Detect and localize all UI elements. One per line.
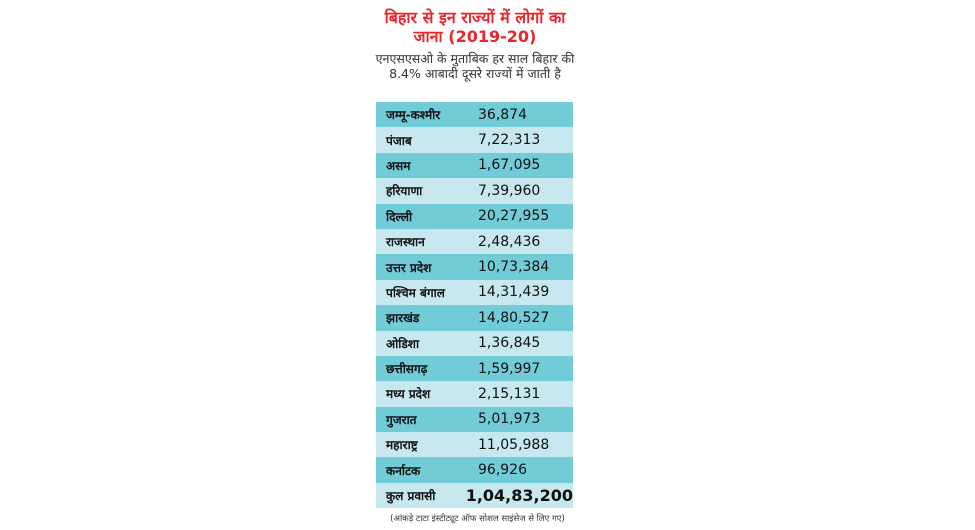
migrant-count: 96,926 [478,462,527,479]
state-name: पश्चिम बंगाल [386,285,445,300]
table-row: जम्मू-कश्मीर 36,874 [376,102,573,128]
state-name: पंजाब [386,133,412,148]
state-name: गुजरात [386,412,417,427]
table-row: छत्तीसगढ़ 1,59,997 [376,355,573,382]
table-row: दिल्ली 20,27,955 [376,203,573,229]
state-name: कुल प्रवासी [386,489,436,504]
table-row: मध्य प्रदेश 2,15,131 [376,381,573,407]
subtitle-line-1: एनएसएसओ के मुताबिक हर साल बिहार की [375,51,575,66]
state-name: ओडिशा [386,336,420,351]
migrant-count: 1,36,845 [478,335,541,352]
migrant-count: 1,59,997 [478,360,541,377]
state-name: उत्तर प्रदेश [386,260,432,275]
table-row: महाराष्ट्र 11,05,988 [376,432,573,458]
migrant-count: 1,67,095 [478,157,541,174]
migrant-count: 11,05,988 [478,436,550,453]
state-name: हरियाणा [386,184,423,199]
state-name: मध्य प्रदेश [386,387,431,402]
migrant-count: 2,48,436 [478,233,541,250]
table-row: पश्चिम बंगाल 14,31,439 [376,279,573,306]
migrant-count: 20,27,955 [478,208,550,225]
migrant-count: 1,04,83,200 [465,486,573,506]
migrant-count: 36,874 [478,106,527,123]
total-row: कुल प्रवासी 1,04,83,200 [376,482,573,509]
state-name: झारखंड [386,311,420,326]
state-name: राजस्थान [386,235,425,250]
migrant-count: 5,01,973 [478,411,541,428]
table-row: गुजरात 5,01,973 [376,406,573,433]
table-row: ओडिशा 1,36,845 [376,330,573,356]
state-name: कर्नाटक [386,463,421,478]
table-row: पंजाब 7,22,313 [376,127,573,153]
state-name: जम्मू-कश्मीर [386,108,441,123]
page-title: बिहार से इन राज्यों में लोगों का जाना (2… [355,8,595,46]
subtitle: एनएसएसओ के मुताबिक हर साल बिहार की 8.4% … [345,51,605,81]
state-name: असम [386,158,411,173]
title-line-1: बिहार से इन राज्यों में लोगों का [384,8,566,27]
state-name: छत्तीसगढ़ [386,362,428,377]
footnote: (आंकड़े टाटा इंस्टीट्यूट ऑफ सोशल साइंसेज… [390,514,565,524]
table-row: हरियाणा 7,39,960 [376,178,573,204]
state-name: दिल्ली [386,209,413,224]
migrant-count: 14,80,527 [478,309,550,326]
migrant-count: 2,15,131 [478,385,541,402]
table-row: राजस्थान 2,48,436 [376,228,573,255]
migrant-count: 7,22,313 [478,132,541,149]
subtitle-line-2: 8.4% आबादी दूसरे राज्यों में जाती है [389,66,561,81]
state-name: महाराष्ट्र [386,438,418,453]
table-row: कर्नाटक 96,926 [376,457,573,483]
migrant-count: 14,31,439 [478,284,550,301]
migrant-count: 10,73,384 [478,259,550,276]
migrant-count: 7,39,960 [478,182,541,199]
title-line-2: जाना (2019-20) [413,27,537,46]
table-row: असम 1,67,095 [376,152,573,179]
migration-table: जम्मू-कश्मीर 36,874 पंजाब 7,22,313 असम 1,67,0… [376,102,573,509]
table-row: उत्तर प्रदेश 10,73,384 [376,254,573,280]
table-row: झारखंड 14,80,527 [376,305,573,331]
